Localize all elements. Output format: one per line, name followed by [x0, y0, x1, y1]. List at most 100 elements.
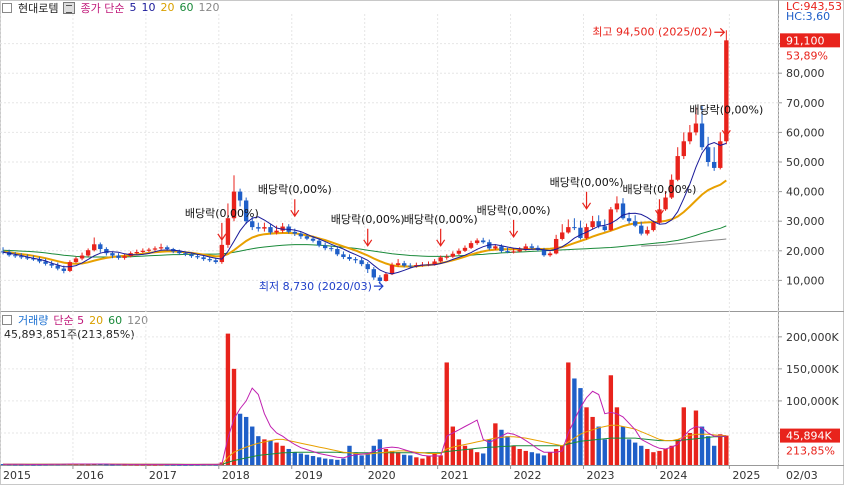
candle-body[interactable] — [19, 256, 24, 258]
volume-bar[interactable] — [511, 445, 516, 465]
candle-body[interactable] — [438, 257, 443, 262]
volume-bar[interactable] — [663, 448, 668, 465]
volume-bar[interactable] — [122, 464, 127, 466]
volume-bar[interactable] — [426, 456, 431, 465]
volume-bar[interactable] — [438, 455, 443, 465]
candle-body[interactable] — [402, 263, 407, 266]
volume-bar[interactable] — [365, 453, 370, 465]
candle-body[interactable] — [468, 243, 474, 248]
candle-body[interactable] — [560, 232, 565, 239]
candle-body[interactable] — [395, 263, 401, 266]
candle-body[interactable] — [92, 244, 97, 251]
volume-bar[interactable] — [237, 413, 243, 465]
volume-bar[interactable] — [481, 453, 486, 465]
volume-bar[interactable] — [341, 458, 346, 465]
collapse-box-icon[interactable] — [2, 315, 12, 325]
candle-body[interactable] — [98, 244, 103, 250]
volume-bar[interactable] — [6, 464, 12, 466]
volume-bar[interactable] — [560, 445, 565, 465]
volume-bar[interactable] — [493, 423, 498, 465]
volume-bar[interactable] — [572, 378, 577, 465]
volume-bar[interactable] — [268, 440, 273, 465]
volume-bar[interactable] — [468, 448, 474, 465]
candle-body[interactable] — [322, 245, 328, 249]
candle-body[interactable] — [590, 221, 595, 228]
volume-bar[interactable] — [566, 362, 571, 465]
candle-body[interactable] — [298, 233, 304, 237]
candle-body[interactable] — [639, 225, 644, 234]
candle-body[interactable] — [231, 191, 237, 219]
volume-bar[interactable] — [651, 452, 656, 465]
candle-body[interactable] — [213, 260, 218, 263]
candle-body[interactable] — [614, 203, 620, 210]
volume-bar[interactable] — [280, 445, 285, 465]
candle-body[interactable] — [718, 141, 723, 168]
candle-body[interactable] — [316, 240, 322, 246]
candle-body[interactable] — [675, 156, 680, 180]
volume-bar[interactable] — [420, 458, 425, 465]
candle-body[interactable] — [450, 253, 456, 257]
candle-body[interactable] — [474, 240, 480, 244]
candle-body[interactable] — [268, 227, 273, 233]
volume-bar[interactable] — [626, 439, 632, 465]
volume-bar[interactable] — [310, 456, 316, 465]
volume-bar[interactable] — [596, 426, 601, 465]
candle-body[interactable] — [632, 221, 638, 226]
candle-body[interactable] — [681, 141, 686, 157]
volume-bar[interactable] — [395, 452, 401, 465]
volume-bar[interactable] — [322, 458, 328, 465]
volume-bar[interactable] — [304, 454, 310, 465]
candle-body[interactable] — [61, 268, 67, 271]
candle-body[interactable] — [499, 246, 504, 252]
candle-body[interactable] — [225, 218, 231, 245]
candle-body[interactable] — [13, 255, 18, 257]
volume-bar[interactable] — [164, 464, 170, 466]
volume-bar[interactable] — [37, 464, 42, 466]
candle-body[interactable] — [359, 260, 364, 265]
volume-bar[interactable] — [389, 450, 395, 465]
candle-body[interactable] — [73, 258, 79, 263]
candle-body[interactable] — [408, 265, 413, 267]
candle-body[interactable] — [310, 238, 316, 241]
candle-body[interactable] — [104, 249, 109, 254]
volume-bar[interactable] — [444, 362, 449, 465]
volume-bar[interactable] — [359, 455, 364, 465]
candle-body[interactable] — [541, 249, 547, 256]
candle-body[interactable] — [85, 250, 91, 256]
volume-bar[interactable] — [614, 407, 620, 465]
volume-bar[interactable] — [134, 464, 139, 466]
volume-indicator-label[interactable]: 단순 5 — [53, 314, 85, 327]
candle-body[interactable] — [304, 236, 310, 239]
candle-body[interactable] — [116, 255, 121, 258]
candle-body[interactable] — [365, 264, 370, 270]
candle-body[interactable] — [620, 203, 626, 219]
candle-body[interactable] — [456, 250, 462, 254]
candle-body[interactable] — [444, 256, 449, 258]
volume-bar[interactable] — [547, 452, 553, 465]
candle-body[interactable] — [645, 230, 650, 234]
candle-body[interactable] — [183, 253, 188, 255]
candle-body[interactable] — [49, 263, 54, 266]
volume-bar[interactable] — [632, 442, 638, 465]
candle-body[interactable] — [505, 251, 510, 253]
candle-body[interactable] — [462, 247, 468, 251]
candle-body[interactable] — [414, 265, 419, 267]
candle-body[interactable] — [724, 40, 729, 142]
candle-body[interactable] — [292, 231, 297, 234]
candle-body[interactable] — [25, 257, 30, 259]
volume-bar[interactable] — [620, 426, 626, 465]
candle-body[interactable] — [219, 244, 225, 263]
volume-bar[interactable] — [371, 445, 376, 465]
volume-bar[interactable] — [578, 388, 583, 465]
volume-bar[interactable] — [19, 464, 24, 466]
candle-body[interactable] — [140, 250, 146, 252]
volume-bar[interactable] — [517, 448, 522, 465]
volume-bar[interactable] — [669, 445, 674, 465]
volume-bar[interactable] — [402, 454, 407, 465]
volume-bar[interactable] — [85, 464, 91, 466]
volume-bar[interactable] — [687, 432, 693, 465]
volume-bar[interactable] — [225, 333, 231, 465]
settings-icon[interactable] — [63, 1, 76, 14]
candle-body[interactable] — [0, 251, 6, 253]
volume-bar[interactable] — [177, 464, 182, 466]
